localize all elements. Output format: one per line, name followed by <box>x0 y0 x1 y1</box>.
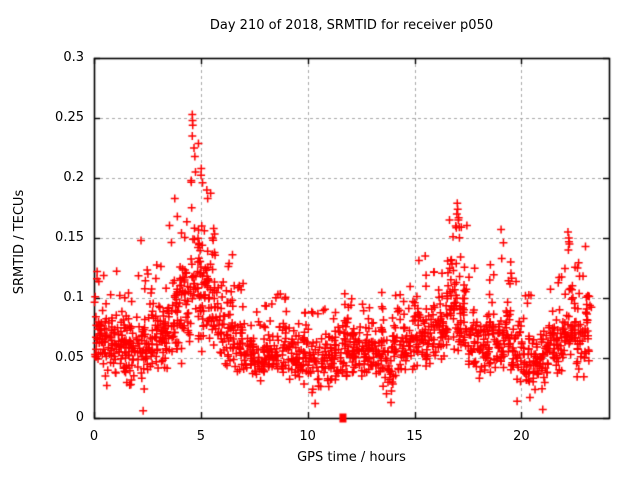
x-tick-label: 0 <box>89 429 99 444</box>
y-tick-label: 0.25 <box>55 110 84 125</box>
y-tick-label: 0.15 <box>55 230 84 245</box>
x-tick-label: 10 <box>299 429 316 444</box>
chart-title: Day 210 of 2018, SRMTID for receiver p05… <box>209 18 494 33</box>
x-tick-label: 15 <box>406 429 423 444</box>
y-tick-label: 0.3 <box>63 50 84 65</box>
x-tick-label: 20 <box>513 429 530 444</box>
x-tick-label: 5 <box>196 429 205 444</box>
x-axis-label: GPS time / hours <box>297 450 406 465</box>
y-tick-label: 0.05 <box>55 350 84 365</box>
y-tick-label: 0.2 <box>63 170 84 185</box>
y-tick-label: 0.1 <box>63 290 84 305</box>
y-tick-label: 0 <box>75 410 84 425</box>
